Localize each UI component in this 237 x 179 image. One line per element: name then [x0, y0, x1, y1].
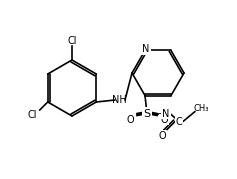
Text: N: N — [162, 108, 170, 118]
Text: NH: NH — [112, 95, 126, 105]
Text: Cl: Cl — [67, 36, 77, 46]
Text: Cl: Cl — [27, 110, 36, 120]
Text: N: N — [142, 45, 150, 54]
Text: CH₃: CH₃ — [193, 104, 209, 113]
Text: C: C — [176, 117, 182, 127]
Text: S: S — [143, 108, 150, 118]
Text: O: O — [160, 115, 168, 125]
Text: O: O — [126, 115, 134, 125]
Text: O: O — [158, 130, 166, 141]
